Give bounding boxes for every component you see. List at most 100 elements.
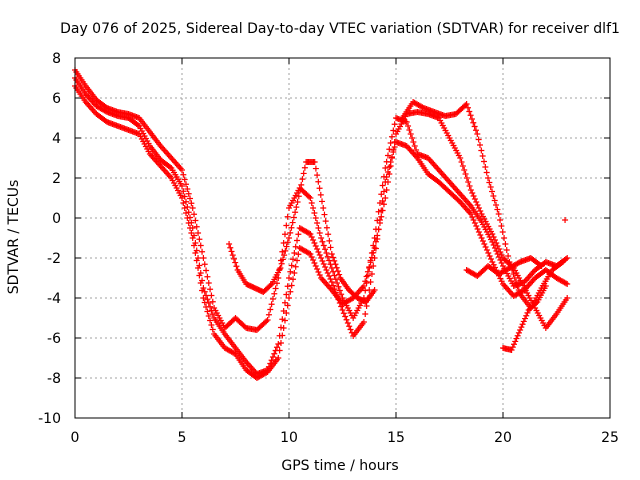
data-point xyxy=(506,259,513,265)
data-point xyxy=(520,318,527,325)
data-point xyxy=(134,122,141,128)
data-point xyxy=(493,202,500,208)
data-point xyxy=(334,268,341,275)
data-point xyxy=(185,209,192,216)
data-point xyxy=(312,215,319,221)
data-point xyxy=(411,143,418,149)
data-point xyxy=(201,261,208,268)
data-point xyxy=(467,112,474,119)
data-point xyxy=(508,347,515,353)
data-point xyxy=(280,325,287,331)
data-point xyxy=(386,164,393,170)
data-point xyxy=(283,222,290,229)
data-point xyxy=(288,224,295,231)
data-point xyxy=(208,292,215,299)
data-point xyxy=(294,257,301,264)
data-point xyxy=(330,282,337,289)
data-point xyxy=(205,280,212,286)
data-point xyxy=(328,279,335,285)
data-point xyxy=(314,266,321,272)
data-point xyxy=(323,250,330,256)
data-point xyxy=(469,214,476,220)
data-point xyxy=(288,282,295,289)
data-point xyxy=(195,265,202,271)
data-point xyxy=(301,164,308,171)
data-point xyxy=(318,235,325,241)
data-point xyxy=(279,256,286,263)
data-point xyxy=(384,152,391,159)
data-point xyxy=(494,206,501,213)
data-point xyxy=(184,215,191,221)
data-point xyxy=(479,153,486,159)
data-point xyxy=(322,218,329,225)
data-point xyxy=(196,272,203,279)
data-point xyxy=(279,332,286,339)
data-point xyxy=(324,253,331,260)
data-point xyxy=(267,282,274,289)
data-point xyxy=(315,269,322,275)
data-point xyxy=(474,226,481,232)
data-point xyxy=(559,259,566,265)
data-point xyxy=(291,250,298,256)
data-point xyxy=(461,167,468,173)
data-point xyxy=(514,283,521,289)
data-point xyxy=(228,248,235,255)
data-point xyxy=(291,270,298,276)
data-point xyxy=(284,213,291,220)
data-point xyxy=(513,335,520,342)
data-point xyxy=(497,275,504,282)
y-tick-label: -8 xyxy=(47,371,61,387)
data-point xyxy=(490,234,497,240)
data-point xyxy=(533,300,540,307)
data-point xyxy=(511,275,518,281)
data-point xyxy=(280,240,287,246)
data-point xyxy=(489,259,496,265)
data-point xyxy=(183,181,190,188)
data-point xyxy=(310,237,317,243)
data-point xyxy=(306,250,313,257)
data-point xyxy=(387,140,394,146)
y-tick-label: -10 xyxy=(38,411,61,427)
data-point xyxy=(179,195,185,201)
data-point xyxy=(482,164,489,170)
data-point xyxy=(203,267,210,274)
chart-title: Day 076 of 2025, Sidereal Day-to-day VTE… xyxy=(60,21,620,37)
data-point xyxy=(264,317,271,323)
data-point xyxy=(180,188,187,195)
data-point xyxy=(179,183,185,189)
data-point xyxy=(315,225,322,231)
data-point xyxy=(189,235,196,241)
data-point xyxy=(318,255,325,261)
data-point xyxy=(293,204,300,211)
data-point xyxy=(312,165,319,172)
y-tick-label: 2 xyxy=(52,171,61,187)
data-point xyxy=(390,147,397,153)
data-point xyxy=(469,190,476,196)
data-point xyxy=(283,243,290,250)
data-point xyxy=(360,319,367,325)
data-point xyxy=(289,219,296,226)
data-point xyxy=(326,237,333,244)
data-point xyxy=(307,251,314,257)
data-point xyxy=(383,174,390,180)
data-point xyxy=(378,191,385,198)
data-point xyxy=(203,304,210,310)
data-point xyxy=(311,210,318,216)
data-point xyxy=(371,287,378,293)
data-point xyxy=(288,262,295,269)
data-point xyxy=(308,234,315,240)
series-track-3 xyxy=(72,83,571,381)
data-point xyxy=(287,229,294,236)
data-point xyxy=(287,268,294,275)
x-axis-label: GPS time / hours xyxy=(281,458,398,474)
data-point xyxy=(474,202,481,208)
data-point xyxy=(346,323,353,330)
data-point xyxy=(482,244,489,250)
data-point xyxy=(497,249,504,255)
data-point xyxy=(263,318,270,325)
data-point xyxy=(269,354,276,360)
data-point xyxy=(199,248,206,255)
data-point xyxy=(310,205,317,211)
data-point xyxy=(265,311,272,318)
